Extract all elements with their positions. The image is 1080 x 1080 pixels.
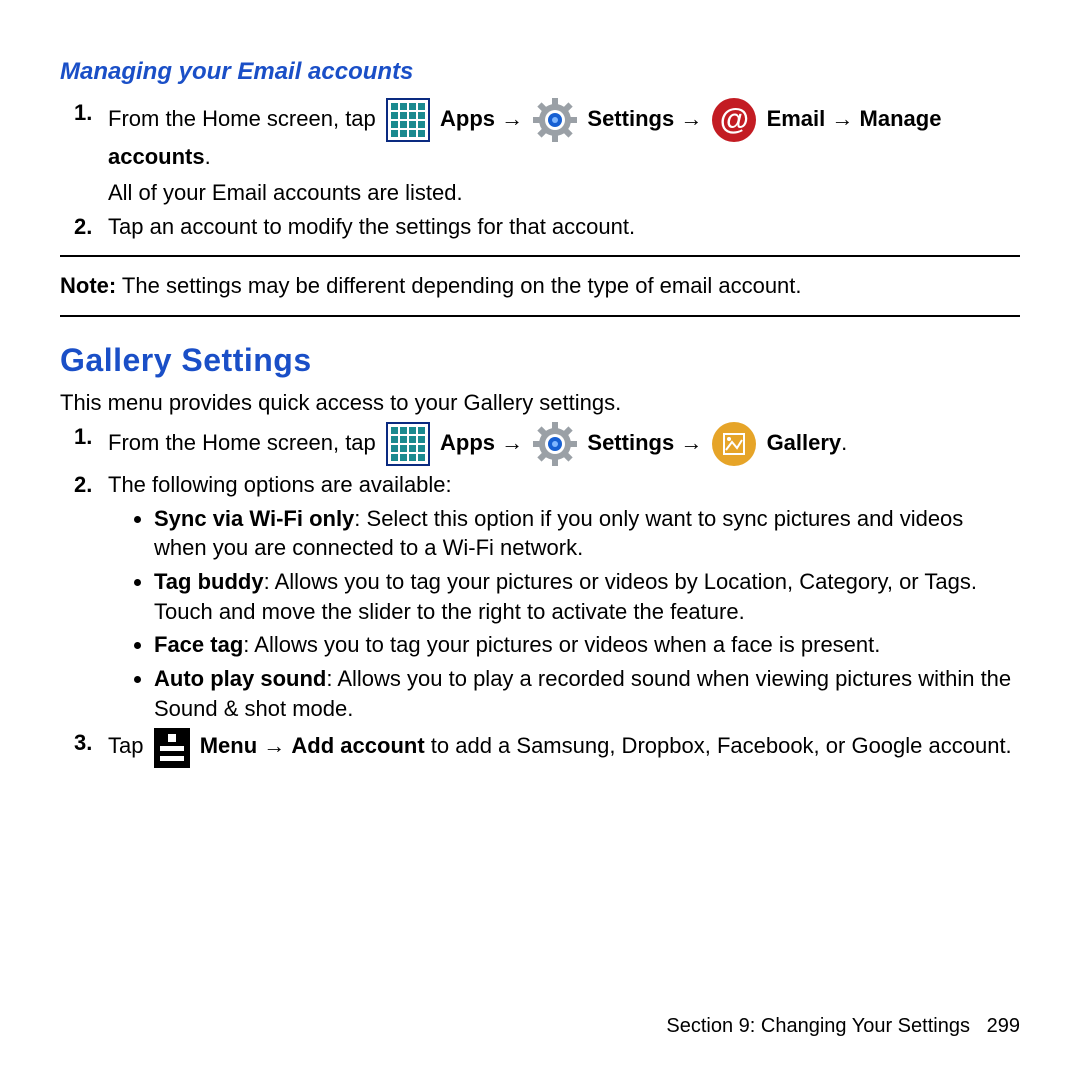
gallery-options-list: Sync via Wi-Fi only: Select this option … <box>108 504 1020 724</box>
arrow-icon: → <box>501 106 523 131</box>
email-steps-list: From the Home screen, tap Apps → <box>60 98 1020 241</box>
settings-icon <box>533 98 577 142</box>
note-block: Note: The settings may be different depe… <box>60 271 1020 301</box>
gallery-icon <box>712 422 756 466</box>
settings-label: Settings <box>587 430 674 455</box>
step1-followup-text: All of your Email accounts are listed. <box>108 178 1020 208</box>
option-auto-play-sound: Auto play sound: Allows you to play a re… <box>154 664 1020 723</box>
gallery-step3-tail: to add a Samsung, Dropbox, Facebook, or … <box>425 733 1012 758</box>
note-text: The settings may be different depending … <box>116 273 801 298</box>
email-label: Email <box>767 106 826 131</box>
gallery-steps-list: From the Home screen, tap Apps → <box>60 422 1020 768</box>
subheading-managing-email: Managing your Email accounts <box>60 56 1020 88</box>
arrow-icon: → <box>263 733 285 758</box>
arrow-icon: → <box>680 106 702 131</box>
period: . <box>205 144 211 169</box>
footer-page-number: 299 <box>987 1015 1020 1037</box>
gallery-intro-text: This menu provides quick access to your … <box>60 388 1020 418</box>
footer-section-text: Section 9: Changing Your Settings <box>666 1015 970 1037</box>
settings-icon <box>533 422 577 466</box>
gallery-step1-intro: From the Home screen, tap <box>108 430 382 455</box>
add-account-label: Add account <box>291 733 424 758</box>
option-label: Sync via Wi-Fi only <box>154 506 354 531</box>
option-label: Face tag <box>154 632 243 657</box>
menu-icon <box>154 728 190 768</box>
step1-intro-text: From the Home screen, tap <box>108 106 382 131</box>
apps-icon <box>386 98 430 142</box>
arrow-icon: → <box>831 106 853 131</box>
option-face-tag: Face tag: Allows you to tag your picture… <box>154 630 1020 660</box>
gallery-step3-intro: Tap <box>108 733 150 758</box>
heading-gallery-settings: Gallery Settings <box>60 339 1020 382</box>
option-label: Tag buddy <box>154 569 264 594</box>
arrow-icon: → <box>680 430 702 455</box>
option-text: : Allows you to tag your pictures or vid… <box>154 569 977 624</box>
settings-label: Settings <box>587 106 674 131</box>
page-footer: Section 9: Changing Your Settings 299 <box>666 1013 1020 1040</box>
arrow-icon: → <box>501 430 523 455</box>
divider <box>60 315 1020 317</box>
apps-label: Apps <box>440 106 495 131</box>
gallery-step-3: Tap Menu → Add account to add a Samsung,… <box>98 728 1020 768</box>
option-text: : Allows you to tag your pictures or vid… <box>243 632 880 657</box>
menu-label: Menu <box>200 733 257 758</box>
divider <box>60 255 1020 257</box>
option-tag-buddy: Tag buddy: Allows you to tag your pictur… <box>154 567 1020 626</box>
email-step-1: From the Home screen, tap Apps → <box>98 98 1020 207</box>
gallery-step-2: The following options are available: Syn… <box>98 470 1020 724</box>
email-step-2: Tap an account to modify the settings fo… <box>98 212 1020 242</box>
option-sync-wifi: Sync via Wi-Fi only: Select this option … <box>154 504 1020 563</box>
option-label: Auto play sound <box>154 666 326 691</box>
period: . <box>841 430 847 455</box>
gallery-label: Gallery <box>767 430 842 455</box>
apps-label: Apps <box>440 430 495 455</box>
apps-icon <box>386 422 430 466</box>
gallery-step2-text: The following options are available: <box>108 472 452 497</box>
gallery-step-1: From the Home screen, tap Apps → <box>98 422 1020 466</box>
note-label: Note: <box>60 273 116 298</box>
email-icon: @ <box>712 98 756 142</box>
